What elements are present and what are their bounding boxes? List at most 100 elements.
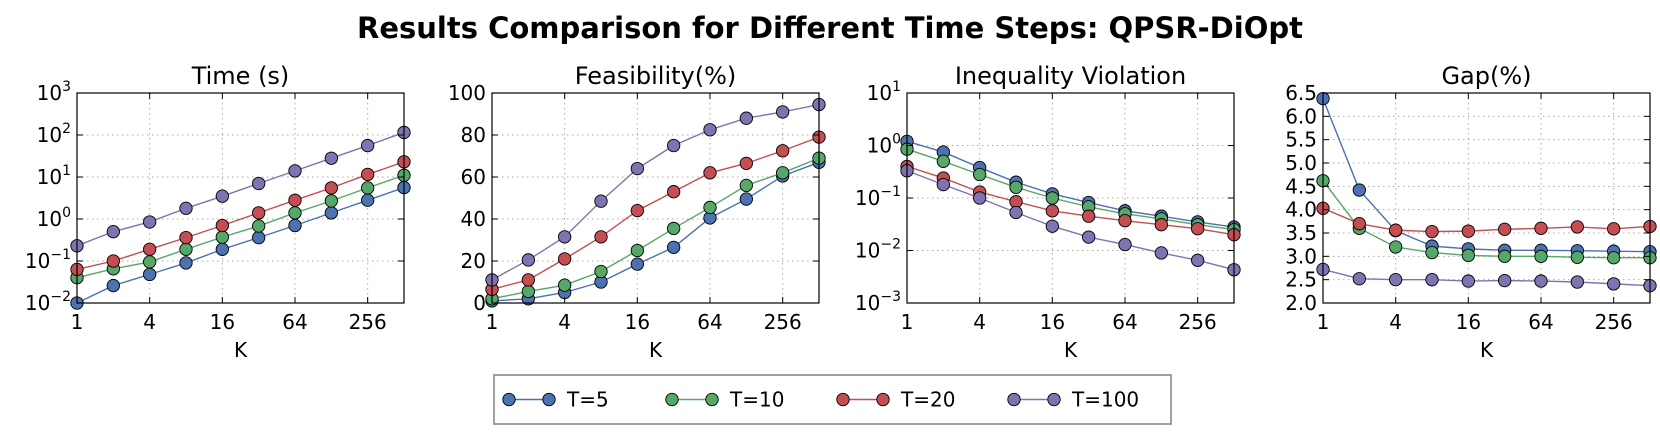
chart-panel-1: 1 4 16 64 256 10−2 10−1 100 101 102 103 Time (s) K [25, 62, 411, 362]
data-point-T100 [1389, 273, 1403, 287]
data-point-T20 [143, 242, 157, 256]
series-line-T10 [1322, 180, 1650, 259]
chart-title: Feasibility(%) [575, 62, 737, 90]
data-point-T5 [739, 192, 753, 206]
data-point-T20 [630, 203, 644, 218]
data-point-T20 [215, 218, 229, 233]
data-point-T100 [288, 164, 302, 178]
data-point-T10 [1570, 250, 1584, 264]
y-tick-label: 6.0 [1285, 104, 1317, 128]
data-point-T10 [1045, 191, 1059, 205]
y-tick-label: 100 [448, 81, 486, 105]
y-tick-label: 100 [867, 132, 901, 158]
axes-frame [1322, 92, 1651, 304]
y-tick-label: 3.0 [1285, 244, 1317, 268]
y-tick-label: 5.0 [1285, 151, 1317, 175]
data-point-T100 [776, 105, 790, 119]
x-tick-label: 4 [973, 310, 986, 334]
data-point-T20 [594, 230, 608, 244]
data-point-T100 [179, 201, 193, 215]
legend-marker [1047, 392, 1061, 407]
data-point-T10 [143, 255, 157, 269]
data-point-T10 [703, 200, 717, 215]
y-tick-label: 10−2 [855, 237, 901, 263]
data-point-T100 [558, 230, 572, 244]
x-tick-label: 1 [486, 310, 499, 334]
legend-marker [876, 392, 890, 407]
series-line-T10 [76, 174, 405, 279]
data-point-T20 [288, 193, 302, 207]
data-point-T10 [667, 221, 681, 236]
data-point-T100 [106, 224, 120, 239]
data-point-T20 [1534, 221, 1548, 235]
figure-title: Results Comparison for Different Time St… [357, 11, 1303, 45]
series-line-T5 [1322, 98, 1651, 253]
data-point-T100 [324, 151, 338, 165]
x-tick-label: 16 [210, 310, 235, 334]
data-point-T10 [739, 178, 753, 193]
x-tick-label: 4 [143, 310, 156, 334]
chart-panel-3: 1 4 16 64 256 10−3 10−2 10−1 100 101 Inequality Vi… [855, 62, 1241, 362]
x-tick-label: 16 [1040, 310, 1065, 334]
y-tick-label: 103 [37, 79, 71, 105]
data-point-T20 [1498, 222, 1512, 236]
data-point-T10 [521, 284, 535, 299]
legend-entry-T20: T=20 [836, 388, 955, 412]
series-line-T5 [491, 161, 820, 302]
legend-entry-T100: T=100 [1007, 388, 1139, 412]
data-point-T20 [739, 156, 753, 171]
data-point-T20 [1570, 220, 1584, 234]
data-point-T10 [1425, 245, 1439, 260]
data-point-T20 [252, 206, 266, 220]
data-point-T10 [630, 243, 644, 258]
y-tick-label: 0 [473, 291, 486, 315]
y-tick-label: 10−1 [855, 184, 901, 210]
data-point-T100 [1118, 237, 1132, 252]
data-point-T100 [1607, 277, 1621, 291]
x-tick-label: 1 [901, 310, 914, 334]
data-point-T10 [1534, 249, 1548, 263]
data-point-T100 [936, 177, 950, 192]
data-point-T20 [1082, 209, 1096, 223]
data-point-T10 [973, 167, 987, 182]
legend-marker [665, 392, 679, 407]
legend-label: T=10 [729, 388, 784, 412]
data-point-T20 [521, 273, 535, 287]
data-point-T5 [1352, 183, 1366, 197]
data-point-T100 [1191, 253, 1205, 267]
x-tick-label: 256 [764, 310, 802, 334]
x-tick-label: 256 [1595, 310, 1633, 334]
data-point-T10 [288, 206, 302, 220]
y-tick-label: 60 [461, 165, 486, 189]
legend-marker [502, 392, 516, 407]
data-point-T20 [179, 230, 193, 245]
data-point-T20 [1607, 222, 1621, 236]
x-tick-label: 1 [71, 310, 84, 334]
series-line-T100 [906, 170, 1235, 271]
data-point-T100 [252, 176, 266, 191]
data-point-T20 [1389, 223, 1403, 237]
data-point-T20 [1352, 217, 1366, 231]
legend-entry-T10: T=10 [665, 388, 784, 412]
data-point-T100 [594, 194, 608, 208]
y-tick-label: 4.5 [1285, 174, 1317, 198]
data-point-T20 [324, 181, 338, 195]
data-point-T100 [739, 111, 753, 125]
data-point-T10 [1009, 180, 1023, 194]
data-point-T10 [1389, 240, 1403, 254]
series-line-T100 [1322, 268, 1651, 287]
data-point-T20 [361, 167, 375, 182]
data-point-T10 [215, 230, 229, 244]
data-point-T100 [521, 253, 535, 267]
axes-frame [76, 92, 405, 304]
data-point-T10 [1461, 248, 1475, 263]
data-point-T100 [143, 215, 157, 229]
data-point-T100 [1352, 272, 1366, 286]
data-point-T20 [1461, 224, 1475, 238]
y-tick-label: 40 [461, 207, 486, 231]
y-tick-label: 2.0 [1285, 291, 1317, 315]
legend-label: T=5 [566, 388, 609, 412]
legend-label: T=20 [900, 388, 955, 412]
x-tick-label: 1 [1317, 310, 1330, 334]
